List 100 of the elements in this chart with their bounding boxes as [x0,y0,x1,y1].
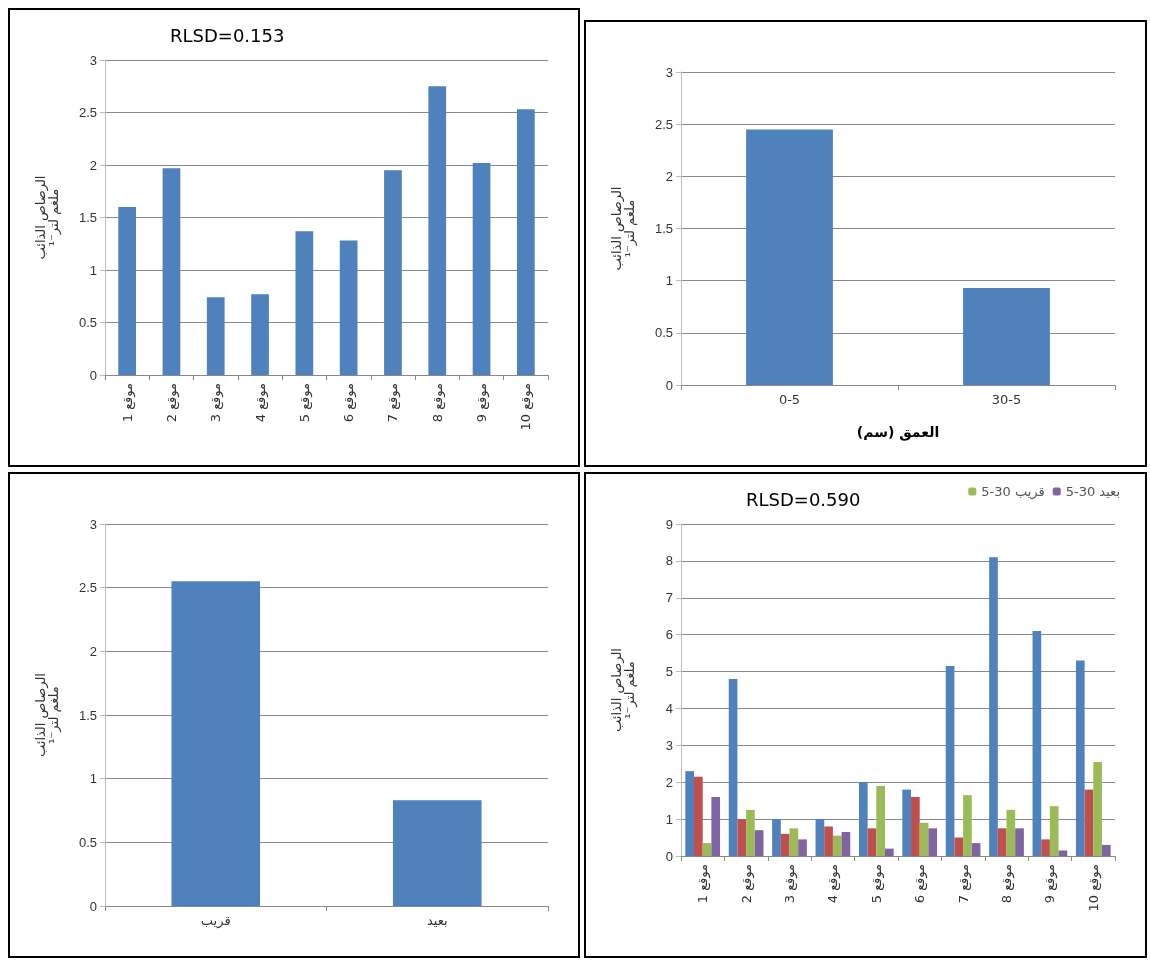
bar [1101,844,1111,856]
y-tick-label: 4 [665,700,673,716]
bar [971,843,981,856]
y-tick-label: 1.5 [78,707,97,723]
y-tick-label: 9 [665,516,673,532]
bar [858,782,868,856]
bar [928,828,938,856]
y-tick-label: 5 [665,664,673,680]
bar [737,819,747,856]
bar [1093,761,1102,856]
x-tick-label: موقع 3 [782,864,798,904]
x-tick-label: موقع 9 [1042,864,1059,904]
bar [206,297,225,375]
y-tick-label: 3 [89,52,97,68]
x-tick-label: موقع 6 [912,864,929,904]
y-tick-label: 0.5 [654,325,673,341]
bar [772,819,781,856]
x-tick-label: موقع 1 [119,383,136,423]
legend-label: 5-30 قريب [981,484,1045,500]
bar [472,162,491,375]
x-tick-label: موقع 1 [695,864,712,904]
text: RLSD=0.590 [746,488,861,510]
y-tick-label: 3 [665,64,673,80]
bar [841,832,851,856]
x-tick-label: موقع 5 [868,864,885,904]
bar [789,828,799,856]
y-tick-label: 2.5 [78,580,97,596]
y-tick-label: 2.5 [654,116,673,132]
y-tick-label: 2 [89,643,97,659]
y-tick-label: 0.5 [78,834,97,850]
bar [295,231,314,375]
y-tick-label: 0 [665,377,673,393]
x-axis-title: العمق (سم) [856,424,940,441]
x-tick-label: بعيد [426,913,448,928]
y-tick-label: 2 [89,157,97,173]
bar [867,828,877,856]
y-axis-title: الرصاص الذائب ملغم لتر⁻¹ [609,648,638,732]
x-tick-label: موقع 2 [738,864,755,904]
bar [516,109,535,375]
x-tick-label: موقع 4 [252,383,269,423]
bar [945,666,955,856]
bar [702,843,712,856]
bar [1075,660,1085,856]
y-tick-label: 0 [89,367,97,383]
y-tick-label: 3 [665,737,673,753]
y-tick-label: 3 [89,516,97,532]
y-tick-label: 1 [89,771,97,787]
y-tick-label: 1.5 [654,221,673,236]
bar [884,848,894,856]
bar [162,168,181,375]
y-axis-title: الرصاص الذائب ملغم لتر⁻¹ [33,175,62,260]
bar [711,796,721,856]
bar [954,837,964,856]
legend-label: 5-30 بعيد [1065,484,1121,499]
bar [832,835,842,856]
bar [1049,806,1059,856]
y-tick-label: 8 [665,553,673,569]
y-tick-label: 1 [665,273,673,289]
bar [754,830,764,856]
bar [1084,789,1094,856]
bar [989,557,998,856]
bar [780,833,790,856]
x-tick-label: موقع 9 [474,383,491,423]
bar [997,828,1007,856]
y-tick-label: 1.5 [78,210,97,225]
bar [1006,809,1016,856]
bar [339,240,358,375]
x-tick-label: قريب [200,913,231,929]
x-tick-label: موقع 10 [518,383,535,431]
y-axis-title: الرصاص الذائب ملغم لتر⁻¹ [609,186,638,271]
bar [1041,839,1050,856]
y-tick-label: 1 [665,811,673,827]
x-tick-label: موقع 2 [163,383,180,423]
x-tick-label: موقع 10 [1085,864,1102,912]
bar [1058,850,1068,856]
bar [798,839,807,856]
x-tick-label: موقع 8 [999,864,1015,904]
y-tick-label: 2.5 [78,105,97,120]
text: RLSD=0.153 [170,24,285,46]
bar [118,207,137,375]
bar [1032,630,1042,856]
bar [919,822,929,856]
x-tick-label: موقع 4 [825,864,842,904]
bar [815,819,825,856]
y-tick-label: 2 [665,168,673,184]
y-axis-title: الرصاص الذائب ملغم لتر⁻¹ [33,673,62,757]
y-tick-label: 1 [89,262,97,278]
bar [428,86,447,375]
bar [902,789,912,856]
y-tick-label: 7 [665,590,673,606]
x-tick-label: موقع 7 [955,864,972,904]
bar [746,809,755,856]
x-tick-label: موقع 7 [385,383,402,423]
bar [728,678,738,856]
bar [876,785,885,856]
x-tick-label: موقع 5 [296,383,313,423]
bar [1015,828,1024,856]
bar [963,795,972,856]
bar [384,170,402,375]
bar [694,776,703,856]
